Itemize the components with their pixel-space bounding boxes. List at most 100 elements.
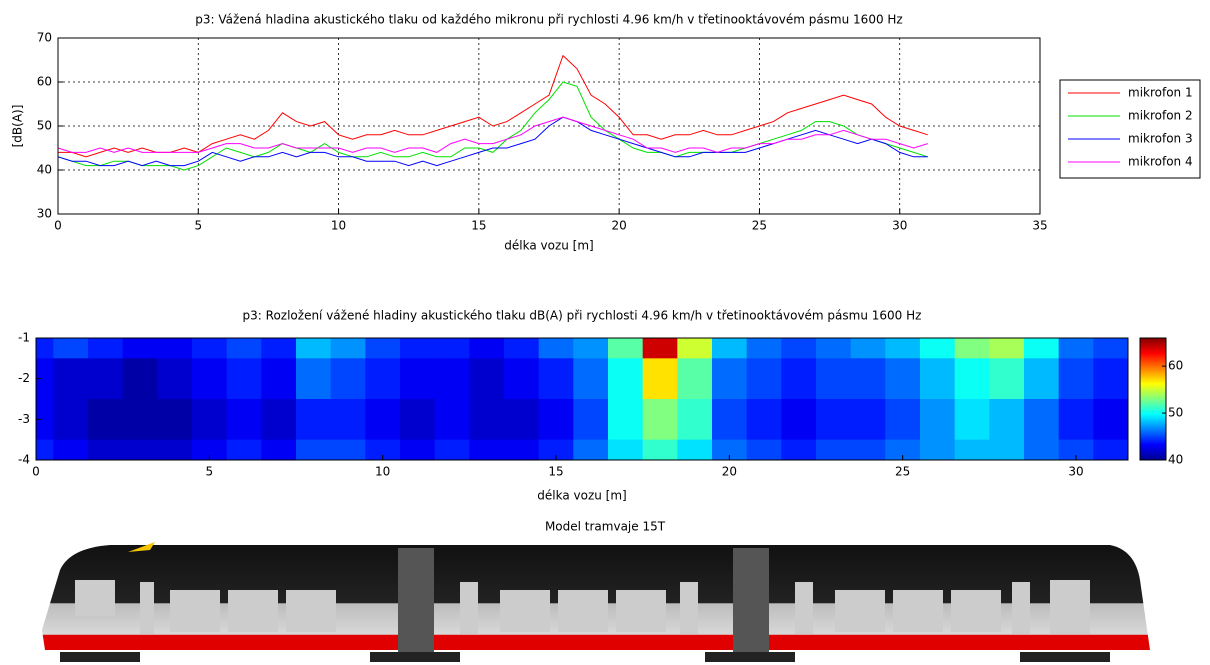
heatmap-cell — [712, 338, 748, 359]
heatmap-cell — [400, 338, 436, 359]
heatmap-cell — [226, 399, 262, 441]
heatmap-cell — [504, 399, 540, 441]
heatmap-cell — [434, 439, 470, 460]
heatmap-cell — [469, 358, 505, 400]
x-tick-label: 0 — [32, 465, 40, 479]
y-tick-label: 40 — [37, 163, 52, 177]
heatmap-cell — [677, 439, 713, 460]
x-axis-label: délka vozu [m] — [537, 489, 626, 503]
heatmap-cell — [1058, 358, 1094, 400]
heatmap-cell — [816, 338, 852, 359]
heatmap-cell — [469, 439, 505, 460]
heatmap-cell — [192, 399, 228, 441]
heatmap-cell — [365, 338, 401, 359]
heatmap-cell — [816, 399, 852, 441]
heatmap-cell — [538, 338, 574, 359]
heatmap-cell — [330, 358, 366, 400]
data-line — [58, 54, 928, 158]
heatmap-cell — [53, 338, 89, 359]
heatmap-cell — [1093, 338, 1128, 359]
heatmap-cell — [781, 358, 817, 400]
x-tick-label: 15 — [548, 465, 563, 479]
heatmap-cell — [157, 358, 193, 400]
heatmap-cell — [365, 399, 401, 441]
heatmap-cell — [226, 338, 262, 359]
heatmap-cell — [954, 439, 990, 460]
heatmap-cell — [573, 358, 609, 400]
heatmap-cell — [538, 399, 574, 441]
heatmap-cell — [989, 358, 1025, 400]
colorbar-tick-label: 40 — [1168, 453, 1183, 467]
x-tick-label: 25 — [752, 219, 767, 233]
x-tick-label: 30 — [1068, 465, 1083, 479]
data-line — [57, 116, 928, 153]
heatmap-cell — [261, 439, 297, 460]
heatmap-cell — [400, 399, 436, 441]
heatmap-cell — [816, 358, 852, 400]
heatmap-cell — [192, 338, 228, 359]
heatmap-cell — [850, 399, 886, 441]
heatmap-cell — [677, 358, 713, 400]
heatmap-cell — [954, 399, 990, 441]
tram-drawing — [42, 542, 1150, 662]
x-tick-label: 10 — [375, 465, 390, 479]
tram-title: Model tramvaje 15T — [545, 520, 666, 534]
heatmap-cell — [1058, 399, 1094, 441]
heatmap-cell — [712, 439, 748, 460]
heatmap-cell — [608, 338, 644, 359]
heatmap-cell — [1058, 439, 1094, 460]
heatmap-cell — [816, 439, 852, 460]
heatmap-cell — [1024, 439, 1060, 460]
heatmap-cell — [954, 358, 990, 400]
heatmap-cell — [330, 439, 366, 460]
heatmap-cell — [296, 338, 332, 359]
heatmap-cell — [36, 439, 54, 460]
colorbar — [1139, 337, 1167, 461]
x-tick-label: 15 — [471, 219, 486, 233]
chart-title: p3: Rozložení vážené hladiny akustického… — [243, 309, 922, 323]
heatmap-cell — [88, 338, 124, 359]
x-tick-label: 30 — [892, 219, 907, 233]
heatmap-cell — [573, 338, 609, 359]
heatmap-cell — [53, 439, 89, 460]
heatmap-cell — [920, 399, 956, 441]
y-tick-label: 30 — [37, 207, 52, 221]
legend-label: mikrofon 3 — [1128, 132, 1193, 146]
heatmap-cell — [226, 358, 262, 400]
heatmap-cell — [330, 338, 366, 359]
heatmap-cell — [850, 439, 886, 460]
heatmap-cell — [157, 338, 193, 359]
heatmap-cell — [920, 338, 956, 359]
heatmap-cell — [469, 399, 505, 441]
y-tick-label: -2 — [18, 371, 30, 385]
heatmap-cell — [330, 399, 366, 441]
y-tick-label: -3 — [18, 412, 30, 426]
heatmap-cell — [573, 439, 609, 460]
heatmap-cell — [989, 439, 1025, 460]
legend-label: mikrofon 1 — [1128, 86, 1193, 100]
heatmap-cell — [88, 399, 124, 441]
heatmap-cell — [608, 439, 644, 460]
heatmap-cell — [954, 338, 990, 359]
heatmap-cell — [608, 399, 644, 441]
x-tick-label: 5 — [206, 465, 214, 479]
heatmap-cell — [1058, 338, 1094, 359]
heatmap-cell — [712, 399, 748, 441]
heatmap-cell — [850, 358, 886, 400]
heatmap-cell — [434, 399, 470, 441]
heatmap-cell — [296, 439, 332, 460]
heatmap-cell — [122, 439, 158, 460]
legend-label: mikrofon 4 — [1128, 155, 1193, 169]
heatmap-cell — [1024, 358, 1060, 400]
heatmap-cell — [781, 399, 817, 441]
y-tick-label: 70 — [37, 31, 52, 45]
heatmap-cell — [434, 358, 470, 400]
heatmap-cell — [261, 338, 297, 359]
x-tick-label: 0 — [54, 219, 62, 233]
x-tick-label: 10 — [331, 219, 346, 233]
x-tick-label: 20 — [722, 465, 737, 479]
heatmap-cell — [53, 358, 89, 400]
heatmap-cell — [400, 358, 436, 400]
y-axis-label: [dB(A)] — [11, 105, 25, 148]
heatmap-cell — [157, 399, 193, 441]
